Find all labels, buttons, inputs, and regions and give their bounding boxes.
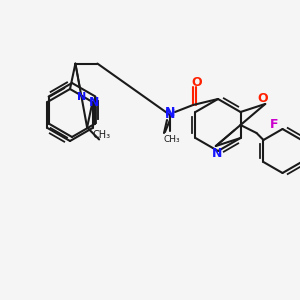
Text: N: N	[165, 109, 175, 122]
Text: CH₃: CH₃	[164, 135, 180, 144]
Text: N: N	[165, 106, 175, 119]
Text: CH₃: CH₃	[92, 130, 110, 140]
Text: F: F	[270, 118, 279, 131]
Text: N: N	[212, 146, 222, 160]
Text: N: N	[89, 97, 100, 110]
Text: O: O	[192, 76, 202, 89]
Text: O: O	[257, 92, 268, 106]
Text: N: N	[76, 92, 86, 103]
